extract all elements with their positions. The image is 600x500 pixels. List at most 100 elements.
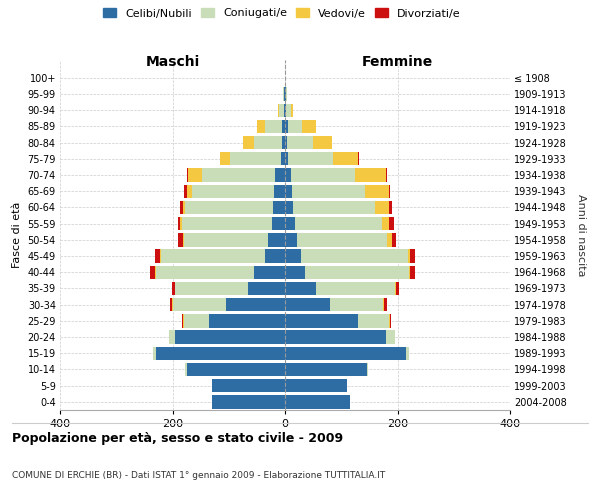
Bar xyxy=(285,233,298,246)
Bar xyxy=(281,152,285,166)
Bar xyxy=(386,168,388,181)
Bar xyxy=(243,136,254,149)
Bar xyxy=(389,314,391,328)
Bar xyxy=(178,233,182,246)
Bar xyxy=(230,152,281,166)
Bar xyxy=(182,233,184,246)
Bar xyxy=(274,184,285,198)
Bar xyxy=(286,88,287,101)
Bar xyxy=(285,152,288,166)
Bar xyxy=(406,346,409,360)
Bar xyxy=(187,184,192,198)
Bar xyxy=(280,104,284,117)
Bar xyxy=(209,314,285,328)
Bar xyxy=(395,282,396,295)
Bar xyxy=(284,104,285,117)
Bar xyxy=(254,266,285,279)
Bar xyxy=(295,217,382,230)
Bar xyxy=(175,282,248,295)
Bar xyxy=(160,250,161,262)
Bar xyxy=(180,201,182,214)
Bar xyxy=(285,314,358,328)
Bar xyxy=(285,298,330,312)
Legend: Celibi/Nubili, Coniugati/e, Vedovi/e, Divorziati/e: Celibi/Nubili, Coniugati/e, Vedovi/e, Di… xyxy=(103,8,461,18)
Bar xyxy=(182,201,185,214)
Bar xyxy=(178,217,181,230)
Bar xyxy=(185,201,272,214)
Y-axis label: Anni di nascita: Anni di nascita xyxy=(577,194,586,276)
Bar xyxy=(265,120,282,133)
Text: Maschi: Maschi xyxy=(145,56,200,70)
Bar xyxy=(185,363,187,376)
Bar xyxy=(302,120,316,133)
Bar xyxy=(187,168,188,181)
Bar xyxy=(161,250,265,262)
Bar xyxy=(170,298,172,312)
Bar xyxy=(175,330,285,344)
Bar xyxy=(285,363,367,376)
Bar xyxy=(153,346,155,360)
Bar xyxy=(285,201,293,214)
Bar xyxy=(367,363,368,376)
Bar xyxy=(355,168,386,181)
Bar xyxy=(365,184,389,198)
Bar xyxy=(384,298,387,312)
Bar xyxy=(254,136,282,149)
Bar xyxy=(287,136,313,149)
Bar xyxy=(283,88,284,101)
Bar xyxy=(181,217,182,230)
Bar xyxy=(375,201,389,214)
Bar xyxy=(184,233,268,246)
Bar xyxy=(285,346,406,360)
Bar xyxy=(285,379,347,392)
Bar xyxy=(182,217,272,230)
Text: Popolazione per età, sesso e stato civile - 2009: Popolazione per età, sesso e stato civil… xyxy=(12,432,343,445)
Bar xyxy=(169,330,175,344)
Bar xyxy=(212,396,285,408)
Bar xyxy=(410,250,415,262)
Bar xyxy=(155,266,254,279)
Bar xyxy=(386,330,395,344)
Bar xyxy=(358,314,389,328)
Bar xyxy=(288,152,333,166)
Y-axis label: Fasce di età: Fasce di età xyxy=(12,202,22,268)
Bar xyxy=(282,136,285,149)
Bar xyxy=(392,233,397,246)
Bar xyxy=(389,201,392,214)
Bar xyxy=(389,217,394,230)
Bar xyxy=(285,184,292,198)
Bar xyxy=(150,266,155,279)
Bar xyxy=(285,217,295,230)
Text: COMUNE DI ERCHIE (BR) - Dati ISTAT 1° gennaio 2009 - Elaborazione TUTTITALIA.IT: COMUNE DI ERCHIE (BR) - Dati ISTAT 1° ge… xyxy=(12,471,385,480)
Bar xyxy=(285,266,305,279)
Bar xyxy=(248,282,285,295)
Bar xyxy=(282,120,285,133)
Bar xyxy=(298,233,388,246)
Bar xyxy=(226,298,285,312)
Bar xyxy=(173,298,226,312)
Bar xyxy=(313,136,332,149)
Bar xyxy=(316,282,395,295)
Bar xyxy=(285,120,288,133)
Bar xyxy=(187,363,285,376)
Bar xyxy=(285,136,287,149)
Bar xyxy=(184,184,187,198)
Bar xyxy=(212,379,285,392)
Bar xyxy=(333,152,358,166)
Bar xyxy=(301,250,407,262)
Bar xyxy=(288,120,302,133)
Bar xyxy=(182,314,183,328)
Bar xyxy=(388,233,392,246)
Bar xyxy=(272,201,285,214)
Bar xyxy=(268,233,285,246)
Bar xyxy=(272,217,285,230)
Text: Femmine: Femmine xyxy=(362,56,433,70)
Bar xyxy=(265,250,285,262)
Bar xyxy=(188,168,202,181)
Bar xyxy=(407,250,410,262)
Bar xyxy=(285,282,316,295)
Bar xyxy=(155,346,285,360)
Bar xyxy=(285,104,286,117)
Bar xyxy=(155,250,160,262)
Bar xyxy=(286,104,290,117)
